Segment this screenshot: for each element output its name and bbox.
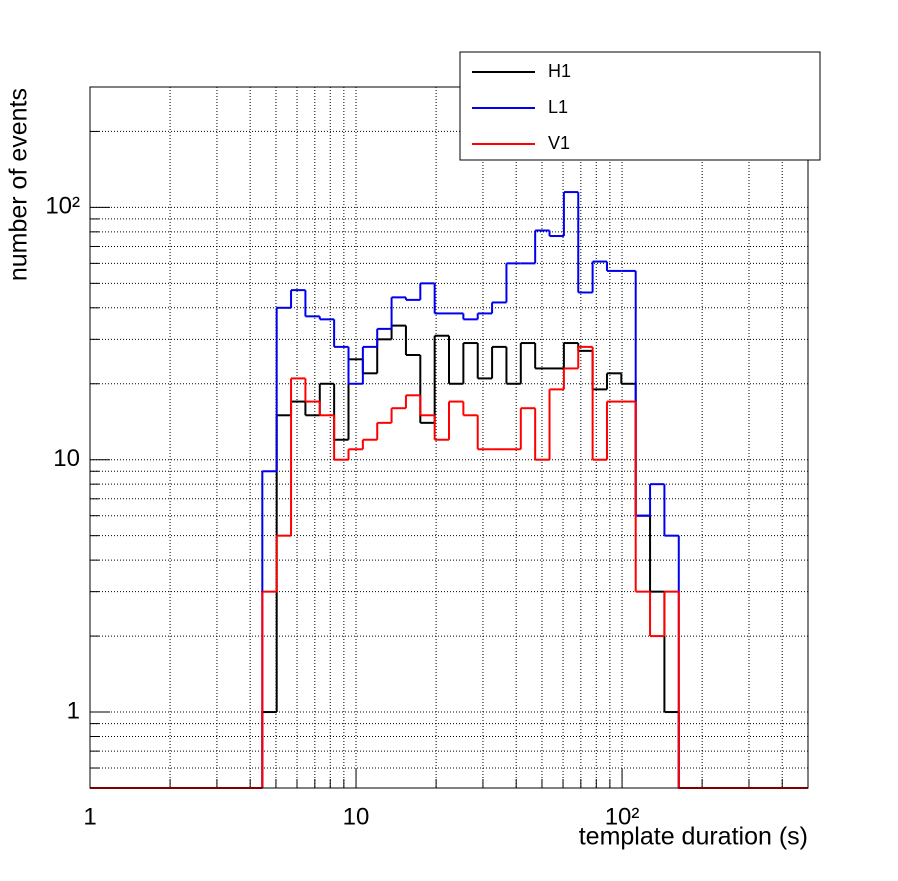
y-tick-label: 1 [67,697,80,724]
legend-box [459,51,821,161]
legend-label: H1 [548,61,571,81]
x-tick-label: 10² [605,803,640,830]
series-1 [90,191,808,789]
y-tick-label: 10 [53,445,80,472]
series-0 [90,324,808,789]
plot-frame [89,86,809,789]
y-tick-label: 10² [45,193,80,220]
legend-label: L1 [548,97,568,117]
x-tick-label: 10 [343,803,370,830]
legend-label: V1 [548,133,570,153]
y-axis-title: number of events [5,88,33,281]
x-tick-label: 1 [83,803,96,830]
x-axis-title: template duration (s) [579,823,808,851]
series-2 [90,345,808,789]
